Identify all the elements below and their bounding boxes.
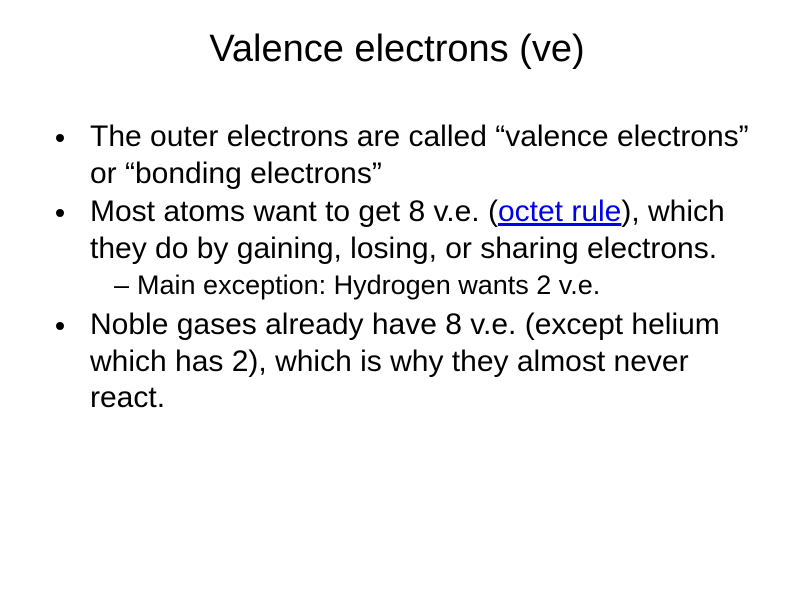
sub-bullet-item: – Main exception: Hydrogen wants 2 v.e. xyxy=(56,269,754,303)
text-fragment: Most atoms want to get 8 v.e. ( xyxy=(90,195,498,228)
bullet-item: Most atoms want to get 8 v.e. (octet rul… xyxy=(56,194,754,267)
octet-rule-link[interactable]: octet rule xyxy=(498,195,621,228)
sub-bullet-text: Main exception: Hydrogen wants 2 v.e. xyxy=(137,269,754,303)
bullet-item: The outer electrons are called “valence … xyxy=(56,119,754,192)
slide: Valence electrons (ve) The outer electro… xyxy=(0,0,794,595)
bullet-text: Noble gases already have 8 v.e. (except … xyxy=(90,307,754,417)
bullet-text: The outer electrons are called “valence … xyxy=(90,119,754,192)
slide-content: The outer electrons are called “valence … xyxy=(40,119,754,417)
bullet-item: Noble gases already have 8 v.e. (except … xyxy=(56,307,754,417)
bullet-text: Most atoms want to get 8 v.e. (octet rul… xyxy=(90,194,754,267)
slide-title: Valence electrons (ve) xyxy=(40,28,754,71)
bullet-dot-icon xyxy=(56,322,64,330)
dash-icon: – xyxy=(114,269,129,303)
bullet-dot-icon xyxy=(56,134,64,142)
bullet-dot-icon xyxy=(56,209,64,217)
